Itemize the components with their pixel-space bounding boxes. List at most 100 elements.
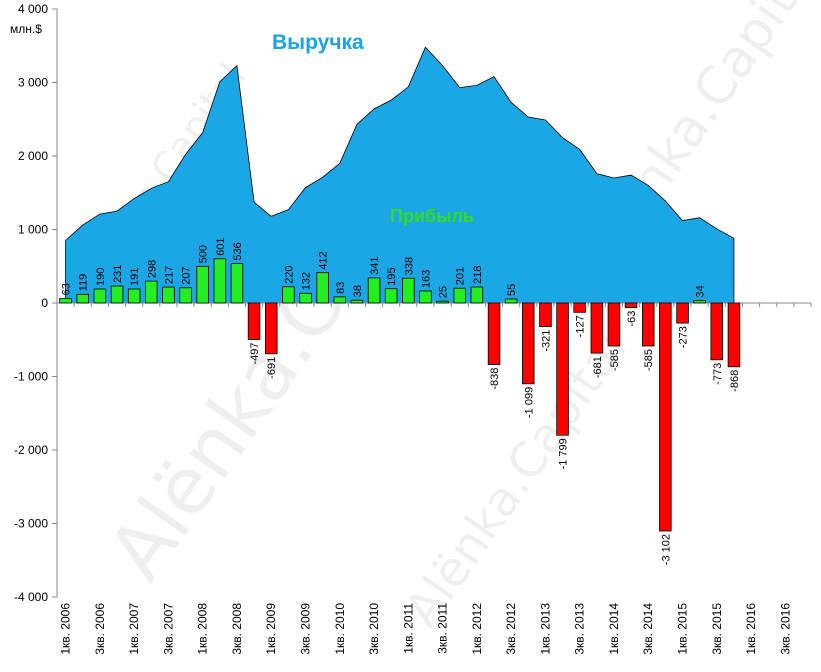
profit-data-label: 34	[695, 285, 707, 297]
profit-bar	[316, 272, 329, 304]
profit-data-label: 38	[352, 285, 364, 297]
y-tick-label: -4 000	[14, 590, 48, 604]
profit-data-label: -63	[626, 311, 638, 327]
profit-bar	[607, 302, 621, 347]
profit-data-label: 338	[403, 257, 415, 275]
profit-bar	[247, 302, 261, 340]
profit-data-label: -585	[643, 349, 655, 371]
profit-data-label: 218	[472, 266, 484, 284]
profit-bar	[299, 292, 312, 304]
profit-data-label: -691	[266, 357, 278, 379]
profit-data-label: 83	[335, 282, 347, 294]
x-tick-label: 3кв. 2016	[778, 603, 792, 655]
x-tick-label: 3кв. 2007	[161, 603, 175, 655]
y-tick-label: -3 000	[14, 517, 48, 531]
profit-data-label: -838	[489, 368, 501, 390]
profit-data-label: 195	[386, 267, 398, 285]
profit-data-label: 63	[61, 283, 73, 295]
profit-bar	[384, 288, 398, 304]
profit-data-labels: 63 119 190 231 191 298 217 207 500 601 536 -497 -691…	[61, 237, 741, 565]
profit-data-label: -321	[540, 330, 552, 352]
y-tick-label: 0	[41, 296, 48, 310]
profit-data-label: -273	[678, 326, 690, 348]
profit-bar	[402, 277, 415, 304]
profit-data-label: 536	[232, 242, 244, 260]
profit-data-label: 412	[318, 251, 330, 269]
profit-bar	[522, 302, 535, 385]
profit-bar	[453, 287, 466, 304]
profit-data-label: 220	[283, 265, 295, 283]
profit-bar	[539, 302, 552, 328]
x-tick-label: 1кв. 2014	[607, 603, 621, 655]
profit-bar	[710, 302, 724, 361]
revenue-area	[65, 46, 735, 304]
profit-bar	[230, 263, 244, 304]
profit-bar	[419, 290, 432, 304]
x-tick-label: 1кв. 2008	[196, 603, 210, 655]
profit-data-label: -497	[249, 343, 261, 365]
profit-data-label: -3 102	[660, 534, 672, 565]
revenue-area-layer	[65, 46, 735, 304]
profit-data-label: -773	[712, 363, 724, 385]
profit-bar	[659, 302, 672, 532]
profit-data-label: 25	[438, 286, 450, 298]
profit-bar	[76, 293, 90, 304]
profit-bar	[693, 300, 706, 304]
profit-bar	[727, 302, 741, 368]
revenue-series-label: Выручка	[272, 31, 364, 54]
y-tick-label: 3 000	[18, 76, 48, 90]
profit-data-label: 298	[146, 260, 158, 278]
x-tick-label: 3кв. 2013	[573, 603, 587, 655]
profit-bar	[333, 296, 346, 304]
y-axis-tick-labels: 4 000 3 000 2 000 1 000 0 -1 000 -2 000 -3 000 -…	[14, 2, 48, 604]
profit-data-label: 163	[420, 270, 432, 288]
x-tick-label: 1кв. 2016	[744, 603, 758, 655]
profit-bar	[590, 302, 604, 354]
x-tick-label: 1кв. 2013	[538, 603, 552, 655]
profit-data-label: -1 799	[558, 438, 570, 469]
profit-bar	[350, 299, 364, 304]
profit-data-label: 500	[198, 245, 210, 263]
x-tick-label: 1кв. 2011	[401, 603, 415, 654]
y-tick-label: -2 000	[14, 443, 48, 457]
x-tick-label: 3кв. 2006	[93, 603, 107, 655]
x-axis-tick-labels: 1кв. 2006 3кв. 2006 1кв. 2007 3кв. 2007 1кв.…	[59, 603, 793, 655]
unit-label: млн.$	[10, 22, 42, 36]
profit-bar	[144, 280, 158, 304]
profit-data-label: 190	[95, 268, 107, 286]
y-tick-label: -1 000	[14, 370, 48, 384]
x-tick-label: 1кв. 2010	[333, 603, 347, 655]
x-tick-label: 1кв. 2009	[264, 603, 278, 655]
profit-bar	[436, 300, 449, 304]
profit-bar	[367, 277, 381, 304]
profit-data-label: 601	[215, 237, 227, 255]
profit-bar	[213, 258, 227, 304]
x-tick-label: 3кв. 2010	[367, 603, 381, 655]
x-tick-label: 3кв. 2009	[299, 603, 313, 655]
profit-data-label: 341	[369, 257, 381, 275]
profit-bar	[110, 285, 124, 304]
profit-data-label: 119	[78, 274, 90, 292]
profit-data-label: -127	[575, 315, 587, 337]
x-tick-label: 3кв. 2015	[710, 603, 724, 655]
profit-bar	[93, 288, 107, 304]
profit-bar	[59, 297, 72, 304]
y-tick-label: 1 000	[18, 223, 48, 237]
profit-data-label: 201	[455, 267, 467, 285]
y-tick-label: 4 000	[18, 2, 48, 16]
x-tick-label: 1кв. 2015	[676, 603, 690, 655]
profit-data-label: 132	[301, 272, 313, 290]
profit-data-label: 191	[129, 268, 141, 286]
profit-data-label: -868	[729, 370, 741, 392]
profit-bar	[624, 302, 638, 308]
x-tick-label: 1кв. 2007	[127, 603, 141, 655]
x-tick-label: 3кв. 2014	[641, 603, 655, 655]
x-tick-label: 1кв. 2006	[59, 603, 73, 655]
profit-bar	[470, 286, 484, 304]
profit-data-label: -585	[609, 349, 621, 371]
profit-bar	[504, 298, 518, 304]
profit-series-label: Прибыль	[390, 206, 474, 226]
profit-bar	[282, 286, 295, 304]
profit-bar	[676, 302, 689, 324]
